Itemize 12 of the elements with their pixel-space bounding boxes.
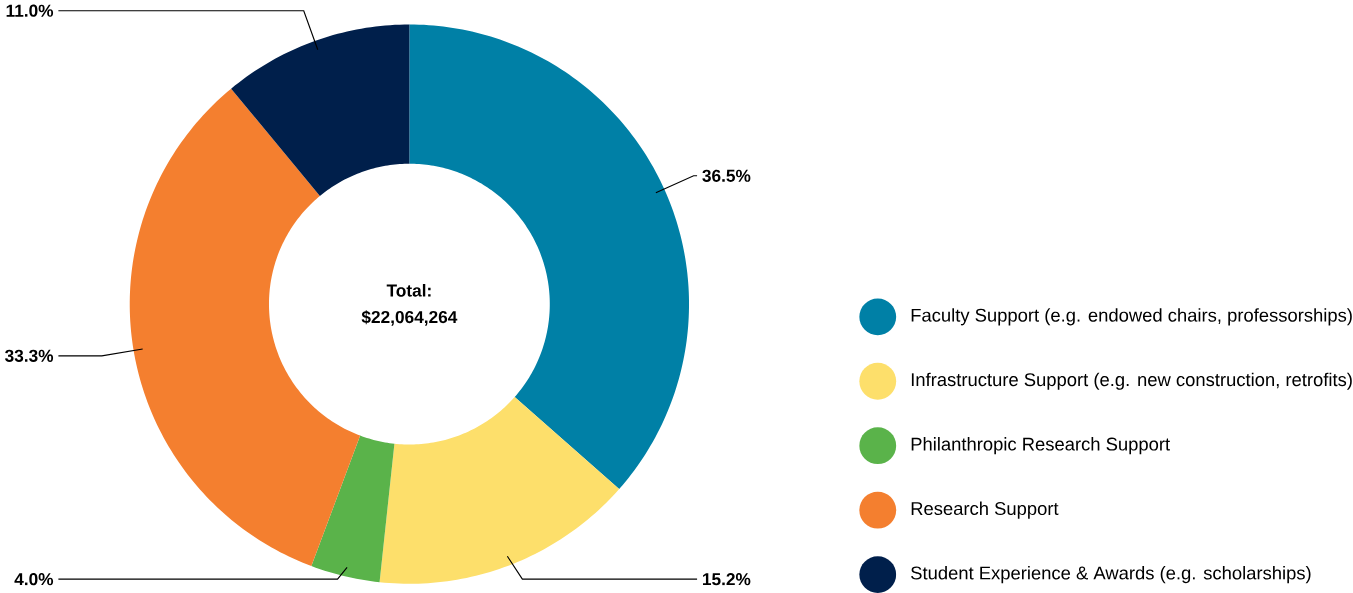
text: Total:: [386, 283, 431, 297]
legend-label: Research Support: [911, 501, 1059, 519]
data-label: 36.5%: [702, 169, 751, 182]
data-label: 11.0%: [6, 4, 54, 17]
text: $22,064,264: [361, 310, 458, 326]
data-label: 15.2%: [703, 573, 751, 586]
legend-label: Student Experience & Awards (e.g. scholarships): [911, 565, 1311, 584]
legend-label: Faculty Support (e.g. endowed chairs, professorships): [911, 308, 1352, 326]
legend-label: Infrastructure Support (e.g. new construction, retrofits): [911, 372, 1352, 390]
data-label: 4.0%: [14, 573, 54, 586]
data-label: 33.3%: [5, 349, 54, 362]
legend-label: Philanthropic Research Support: [911, 437, 1170, 455]
